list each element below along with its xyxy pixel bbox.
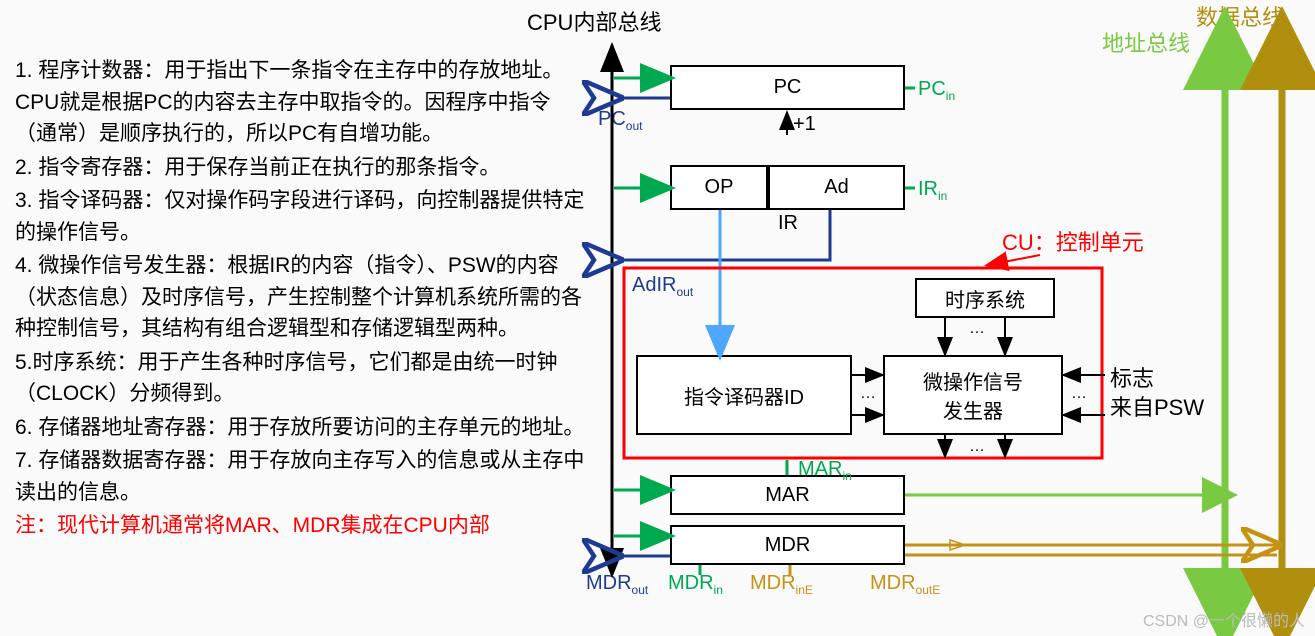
sig-mdrin: MDRin [668, 572, 723, 597]
description: 1. 程序计数器：用于指出下一条指令在主存中的存放地址。CPU就是根据PC的内容… [15, 55, 585, 544]
ad-box: Ad [768, 165, 905, 210]
desc-4: 4. 微操作信号发生器：根据IR的内容（指令）、PSW的内容（状态信息）及时序信… [15, 250, 585, 345]
pc-box: PC [670, 65, 905, 110]
microgen-box: 微操作信号 发生器 [883, 355, 1063, 435]
sig-mdrinE: MDRinE [750, 572, 813, 597]
sig-mdroutE: MDRoutE [870, 572, 940, 597]
dots-4: … [969, 438, 985, 456]
sig-pcout: PCout [598, 108, 642, 133]
microgen-l1: 微操作信号 [923, 366, 1023, 395]
dots-3: … [1071, 385, 1087, 403]
mdr-box: MDR [670, 525, 905, 565]
mar-box: MAR [670, 475, 905, 515]
title: CPU内部总线 [527, 5, 661, 37]
sig-irin: IRin [918, 178, 947, 203]
sig-pcin: PCin [918, 78, 955, 103]
flags: 标志 来自PSW [1110, 365, 1204, 422]
sig-marin: MARin [798, 458, 852, 483]
op-box: OP [670, 165, 768, 210]
data-bus-label: 数据总线 [1196, 0, 1284, 32]
desc-5: 5.时序系统：用于产生各种时序信号，它们都是由统一时钟（CLOCK）分频得到。 [15, 347, 585, 410]
desc-6: 6. 存储器地址寄存器：用于存放所要访问的主存单元的地址。 [15, 412, 585, 444]
desc-2: 2. 指令寄存器：用于保存当前正在执行的那条指令。 [15, 152, 585, 184]
desc-note: 注：现代计算机通常将MAR、MDR集成在CPU内部 [15, 510, 585, 542]
flags-l2: 来自PSW [1110, 395, 1204, 420]
addr-bus-label: 地址总线 [1102, 26, 1190, 58]
timing-box: 时序系统 [915, 278, 1055, 318]
plus1: +1 [793, 113, 816, 136]
dots-2: … [860, 385, 876, 403]
desc-1: 1. 程序计数器：用于指出下一条指令在主存中的存放地址。CPU就是根据PC的内容… [15, 55, 585, 150]
ir-label: IR [778, 212, 798, 235]
watermark: CSDN @一个很懒的人 [1143, 607, 1305, 631]
cu-label: CU：控制单元 [1002, 225, 1144, 257]
desc-3: 3. 指令译码器：仅对操作码字段进行译码，向控制器提供特定的操作信号。 [15, 185, 585, 248]
flags-l1: 标志 [1110, 366, 1154, 391]
microgen-l2: 发生器 [943, 395, 1003, 424]
decoder-box: 指令译码器ID [636, 355, 852, 435]
sig-adirout: AdIRout [632, 274, 693, 299]
desc-7: 7. 存储器数据寄存器：用于存放向主存写入的信息或从主存中读出的信息。 [15, 445, 585, 508]
dots-1: … [969, 320, 985, 338]
sig-mdrout: MDRout [586, 572, 648, 597]
